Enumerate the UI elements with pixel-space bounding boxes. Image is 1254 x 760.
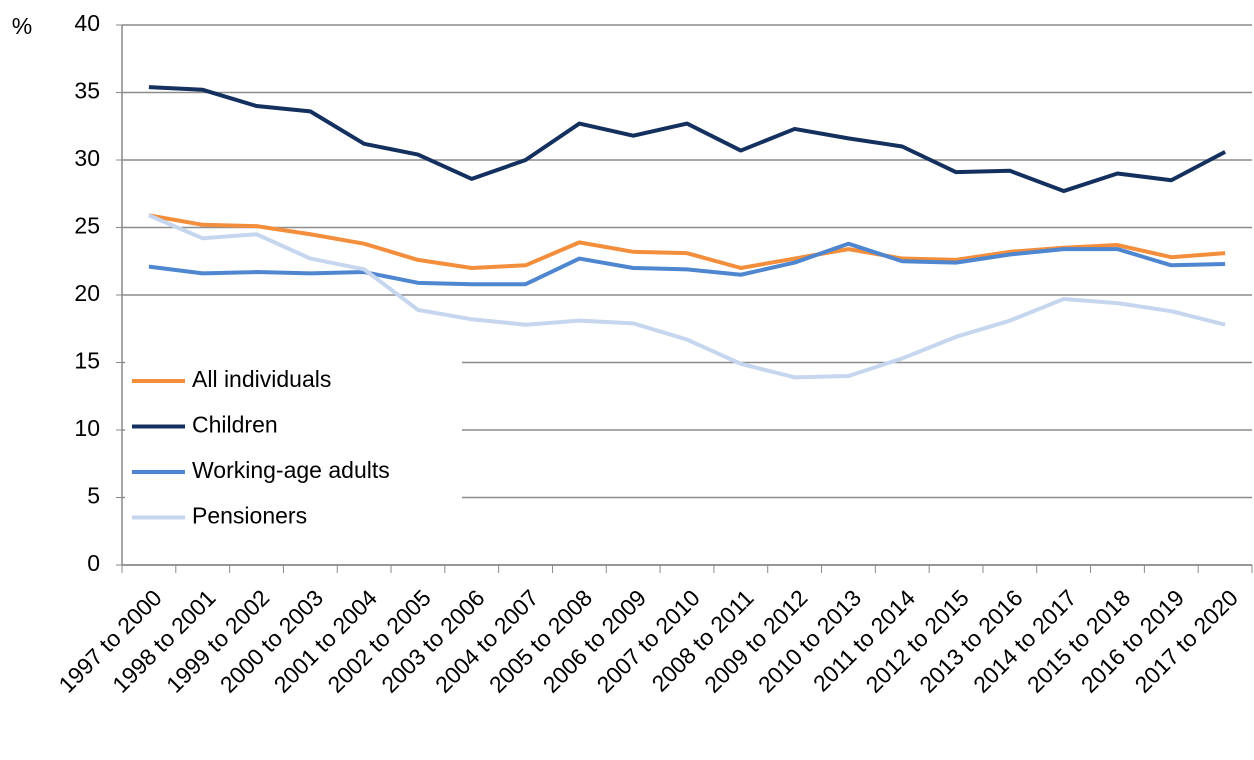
y-tick-label: 5: [87, 483, 100, 509]
y-axis-label: %: [12, 13, 32, 39]
y-tick-label: 25: [74, 213, 100, 239]
y-tick-label: 20: [74, 280, 100, 306]
series-line: [148, 241, 1226, 287]
legend-label: Working-age adults: [192, 457, 390, 483]
y-tick-label: 15: [74, 348, 100, 374]
legend-label: Children: [192, 412, 278, 438]
y-tick-label: 40: [74, 10, 100, 36]
legend-label: Pensioners: [192, 503, 307, 529]
y-tick-label: 35: [74, 78, 100, 104]
legend-background: [125, 360, 462, 540]
y-tick-label: 30: [74, 145, 100, 171]
legend-label: All individuals: [192, 366, 331, 392]
series-line: [148, 85, 1227, 194]
y-tick-label: 10: [74, 415, 100, 441]
series-line: [148, 213, 1226, 380]
y-tick-label: 0: [87, 550, 100, 576]
